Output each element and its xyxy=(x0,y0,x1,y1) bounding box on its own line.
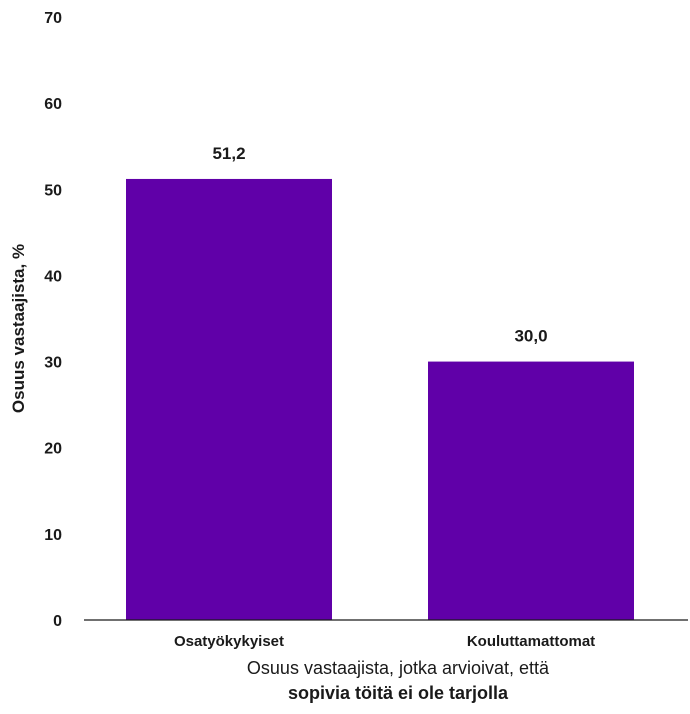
bars xyxy=(126,178,634,620)
value-labels: 51,2 30,0 xyxy=(212,144,547,346)
x-axis-title-line-2: sopivia töitä ei ole tarjolla xyxy=(288,683,509,703)
bar-value-label: 30,0 xyxy=(514,327,547,346)
y-tick-label: 20 xyxy=(44,441,62,458)
y-tick-label: 60 xyxy=(44,96,62,113)
y-tick-label: 30 xyxy=(44,355,62,372)
y-tick-label: 50 xyxy=(44,182,62,199)
bar xyxy=(428,361,634,620)
y-tick-label: 70 xyxy=(44,10,62,27)
y-axis-title: Osuus vastaajista, % xyxy=(9,244,28,413)
y-tick-label: 40 xyxy=(44,268,62,285)
y-tick-label: 0 xyxy=(53,613,62,630)
x-axis-title-line-1: Osuus vastaajista, jotka arvioivat, että xyxy=(247,658,550,678)
bar-value-label: 51,2 xyxy=(212,144,245,163)
y-axis-ticks: 0 10 20 30 40 50 60 70 xyxy=(44,10,62,630)
category-label: Kouluttamattomat xyxy=(467,633,595,650)
category-labels: Osatyökykyiset Kouluttamattomat xyxy=(174,633,595,650)
bar xyxy=(126,178,332,620)
y-tick-label: 10 xyxy=(44,527,62,544)
category-label: Osatyökykyiset xyxy=(174,633,284,650)
